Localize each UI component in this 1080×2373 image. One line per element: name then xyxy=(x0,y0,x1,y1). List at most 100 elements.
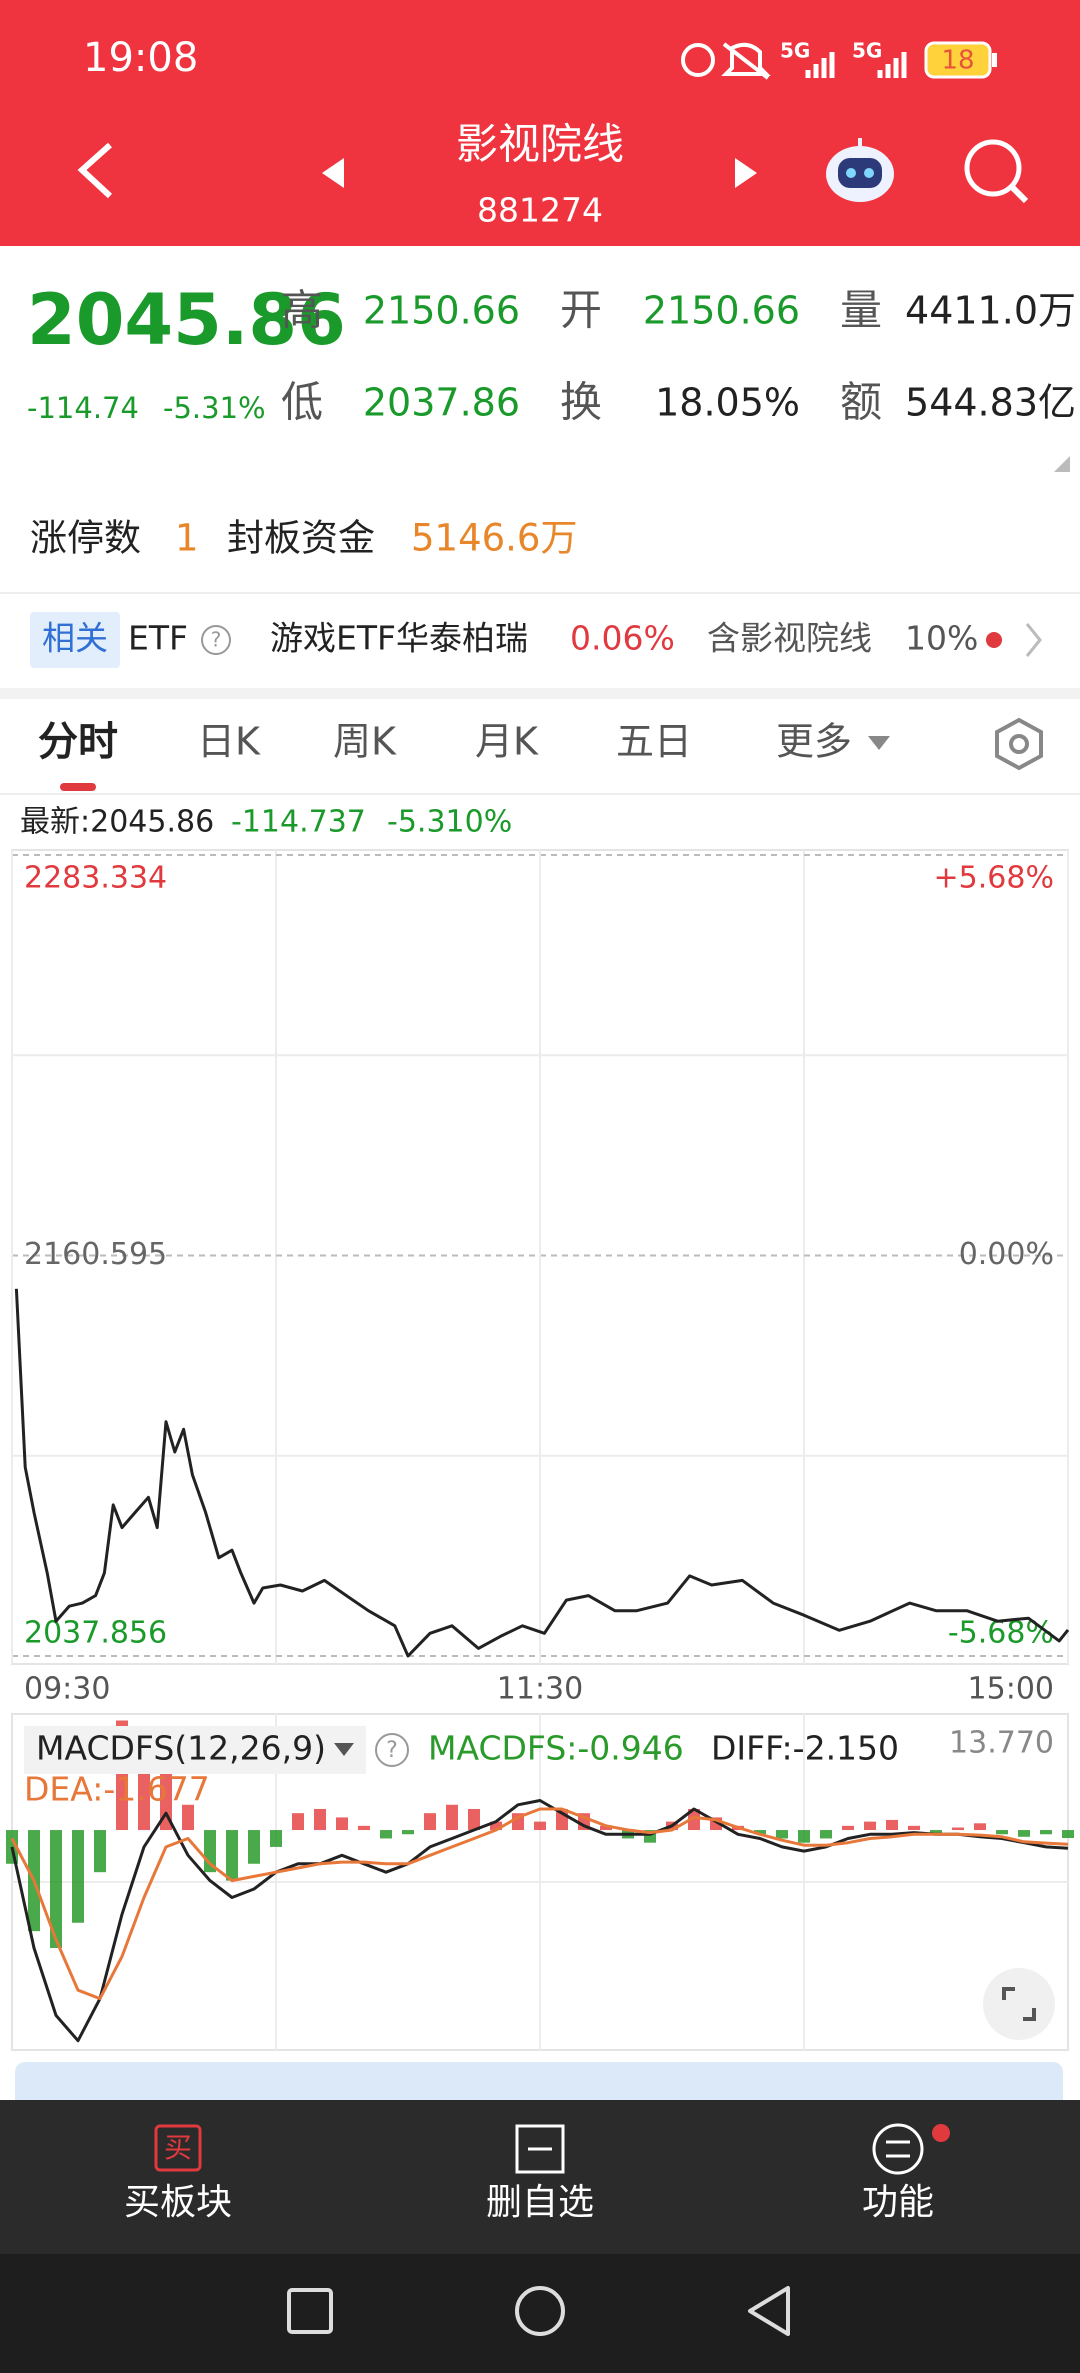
latest-label: 最新:2045.86 xyxy=(20,805,214,840)
stat-label: 换 xyxy=(560,378,602,427)
section-gap xyxy=(0,688,1080,699)
macd-bar xyxy=(424,1813,436,1831)
y-tick-label: 2037.856 xyxy=(24,1616,167,1651)
chevron xyxy=(1025,623,1042,657)
macd-bar xyxy=(226,1830,238,1881)
nav-buy[interactable]: 买 买板块 xyxy=(124,2124,232,2223)
macd-bar xyxy=(842,1825,854,1831)
robot-face xyxy=(838,158,882,188)
buy-icon xyxy=(154,2124,202,2172)
latest-change-pct: -5.310% xyxy=(387,805,512,840)
tab[interactable]: 日K xyxy=(197,720,261,764)
y-tick-label: 2283.334 xyxy=(24,861,167,896)
macd-bar xyxy=(1018,1830,1030,1837)
stat-value: 2150.66 xyxy=(363,289,520,333)
macd-bar xyxy=(908,1825,920,1831)
back-button[interactable] xyxy=(77,142,113,199)
macd-bar xyxy=(446,1804,458,1831)
dropdown-arrow xyxy=(868,736,890,750)
settings-button[interactable] xyxy=(995,717,1043,771)
etf-row[interactable]: 相关 ETF ? 游戏ETF华泰柏瑞 0.06% 含影视院线 10% xyxy=(30,612,1042,668)
macd-bar xyxy=(776,1830,788,1839)
help-icon xyxy=(375,1733,409,1767)
battery-tip xyxy=(992,53,997,67)
stat-value: 2150.66 xyxy=(643,289,800,333)
nav-remove[interactable]: 删自选 xyxy=(486,2124,594,2223)
tab[interactable]: 五日 xyxy=(616,720,692,764)
etf-change: 0.06% xyxy=(570,619,675,658)
tab-indicator xyxy=(60,783,96,791)
macd-bar xyxy=(248,1830,260,1864)
x-tick-label: 11:30 xyxy=(497,1672,583,1707)
macd-bar xyxy=(270,1830,282,1847)
macd-bar xyxy=(160,1762,172,1831)
macd-bar xyxy=(380,1830,392,1839)
tab[interactable]: 周K xyxy=(333,720,397,764)
fund-label: 封板资金 xyxy=(227,517,375,560)
macd-bar xyxy=(72,1830,84,1923)
function-icon xyxy=(872,2123,924,2175)
macd-bar xyxy=(886,1819,898,1831)
expand-corner[interactable] xyxy=(1054,456,1070,472)
macd-bar xyxy=(468,1808,480,1831)
next-button[interactable] xyxy=(735,158,757,188)
indicator-select[interactable]: MACDFS(12,26,9) xyxy=(36,1729,326,1768)
nav-label: 功能 xyxy=(862,2182,934,2223)
macd-bar xyxy=(688,1808,700,1831)
macd-bar xyxy=(1062,1830,1074,1839)
red-dot xyxy=(986,632,1002,648)
system-nav xyxy=(0,2254,1080,2373)
legend-entry: DEA:-1.677 xyxy=(24,1770,210,1809)
nav-label: 买板块 xyxy=(124,2182,232,2223)
y-tick-label: 2160.595 xyxy=(24,1237,167,1272)
alarm-icon xyxy=(681,43,715,77)
stat-label: 低 xyxy=(281,378,323,427)
help-icon xyxy=(201,625,231,655)
stat-label: 额 xyxy=(840,378,882,427)
macd-bar xyxy=(314,1808,326,1831)
y-tick-label: 13.770 xyxy=(949,1726,1054,1761)
stat-value: 4411.0万 xyxy=(905,289,1076,333)
indicator-select-bg[interactable] xyxy=(24,1726,366,1774)
stat-value: 18.05% xyxy=(655,381,800,425)
stat-value: 544.83亿 xyxy=(905,381,1076,425)
tab[interactable]: 月K xyxy=(475,720,539,764)
dropdown-arrow xyxy=(334,1743,354,1756)
macd-bar xyxy=(50,1830,62,1949)
macd-bar xyxy=(820,1830,832,1839)
macd-bar xyxy=(336,1817,348,1831)
prev-button[interactable] xyxy=(322,158,344,188)
robot-button[interactable] xyxy=(826,138,894,202)
status-time: 19:08 xyxy=(83,35,198,81)
help-text: ? xyxy=(211,628,222,652)
search-icon xyxy=(1009,184,1029,204)
macd-line xyxy=(10,1807,1069,2001)
legend-entry: DIFF:-2.150 xyxy=(711,1729,899,1768)
badge-bg xyxy=(30,612,120,668)
robot-eye xyxy=(864,168,874,178)
red-dot xyxy=(932,2124,950,2142)
search-icon xyxy=(964,139,1022,197)
tab[interactable]: 更多 xyxy=(776,720,852,764)
mute-icon xyxy=(721,42,771,80)
network-label: 5G xyxy=(780,39,810,63)
macd-bar xyxy=(1040,1830,1052,1835)
signal-icon xyxy=(877,52,907,78)
search-button[interactable] xyxy=(964,139,1029,204)
y2-tick-label: 0.00% xyxy=(959,1237,1054,1272)
badge: 相关 xyxy=(42,619,108,658)
function-icon xyxy=(886,2140,910,2158)
recents-button[interactable] xyxy=(287,2288,333,2334)
home-button[interactable] xyxy=(515,2286,565,2336)
fullscreen-button[interactable] xyxy=(983,1968,1055,2040)
tab[interactable]: 分时 xyxy=(38,719,118,765)
back-nav-button[interactable] xyxy=(748,2286,790,2336)
macd-line xyxy=(10,1799,1069,2043)
banner xyxy=(15,2062,1063,2112)
nav-function[interactable]: 功能 xyxy=(862,2123,950,2223)
holding-pct: 10% xyxy=(905,619,978,658)
holding-label: 含影视院线 xyxy=(707,619,872,658)
stat-label: 高 xyxy=(281,286,323,335)
price-line xyxy=(14,1288,1070,1658)
